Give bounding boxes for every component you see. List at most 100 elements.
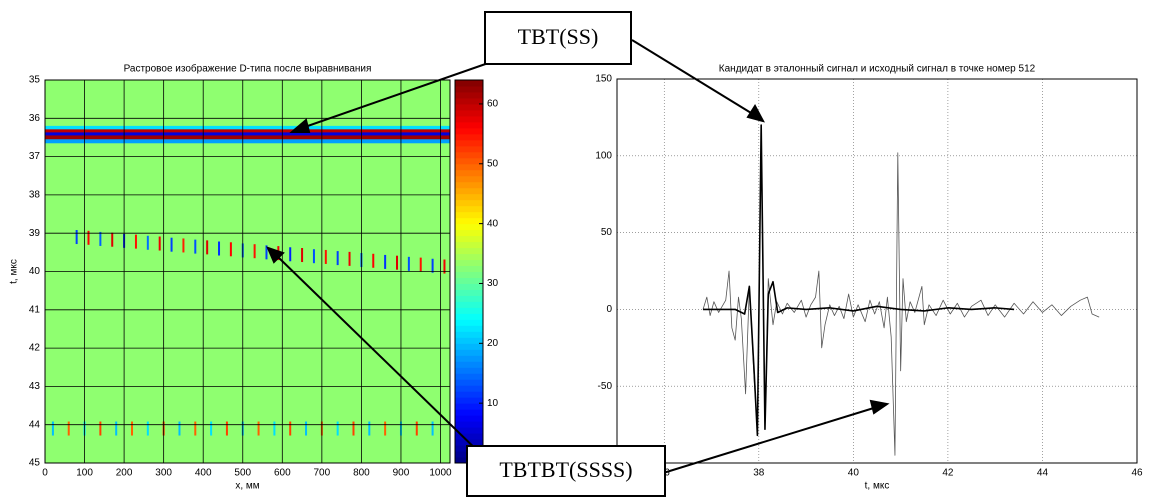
heatmap-spot: [134, 234, 137, 249]
colorbar-cell: [455, 193, 483, 201]
heatmap-spot: [99, 421, 102, 436]
y-axis-label: t, мкс: [9, 259, 20, 284]
colorbar-cell: [455, 247, 483, 255]
heatmap-stripe: [45, 139, 450, 144]
colorbar-cell: [455, 109, 483, 117]
heatmap-spot: [431, 421, 434, 436]
colorbar-cell: [455, 181, 483, 189]
annotation: TBTBT(SSSS): [499, 457, 632, 482]
heatmap-spot: [210, 421, 213, 436]
colorbar-cell: [455, 253, 483, 261]
colorbar-cell: [455, 259, 483, 267]
y-tick-label: 40: [29, 266, 41, 277]
annotation: TBT(SS): [518, 24, 599, 49]
colorbar-label: 20: [487, 338, 499, 349]
heatmap-spot: [178, 421, 181, 436]
heatmap-spot: [67, 421, 70, 436]
x-tick-label: 500: [234, 468, 251, 479]
y-tick-label: 150: [595, 74, 612, 85]
colorbar-cell: [455, 325, 483, 332]
heatmap-spot: [182, 238, 185, 253]
x-tick-label: 42: [942, 468, 954, 479]
colorbar-cell: [455, 157, 483, 165]
colorbar-cell: [455, 235, 483, 243]
x-tick-label: 800: [353, 468, 370, 479]
heatmap-stripe: [45, 129, 450, 134]
heatmap-spot: [415, 421, 418, 436]
y-tick-label: 37: [29, 151, 41, 162]
y-tick-label: 44: [29, 419, 41, 430]
colorbar-cell: [455, 319, 483, 326]
colorbar-cell: [455, 361, 483, 368]
heatmap-spot: [225, 421, 228, 436]
colorbar-cell: [455, 391, 483, 398]
y-tick-label: 45: [29, 458, 41, 469]
colorbar-cell: [455, 307, 483, 314]
colorbar-cell: [455, 127, 483, 135]
plot-frame: [616, 78, 1138, 464]
colorbar-cell: [455, 283, 483, 290]
colorbar-cell: [455, 409, 483, 416]
colorbar-cell: [455, 187, 483, 195]
y-tick-label: 41: [29, 304, 41, 315]
plot-area: [617, 79, 1137, 463]
colorbar-cell: [455, 295, 483, 302]
heatmap-spot: [218, 241, 221, 256]
heatmap-spot: [419, 257, 422, 272]
x-axis-label: x, мм: [235, 481, 259, 492]
heatmap-spot: [111, 232, 114, 247]
x-tick-label: 900: [393, 468, 410, 479]
heatmap-spot: [51, 421, 54, 436]
colorbar-cell: [455, 151, 483, 159]
colorbar-cell: [455, 397, 483, 404]
arrow-head: [289, 118, 311, 133]
colorbar-cell: [455, 163, 483, 171]
arrow: [659, 406, 878, 475]
colorbar-label: 50: [487, 158, 499, 169]
y-tick-label: 0: [606, 304, 612, 315]
colorbar-label: 40: [487, 218, 499, 229]
heatmap-spot: [194, 239, 197, 254]
arrow: [631, 39, 757, 117]
heatmap-spot: [115, 421, 118, 436]
arrow-head: [746, 104, 765, 123]
heatmap-spot: [336, 421, 339, 436]
heatmap-spot: [289, 247, 292, 262]
x-tick-label: 700: [314, 468, 331, 479]
colorbar-cell: [455, 415, 483, 422]
heatmap-spot: [384, 421, 387, 436]
colorbar-cell: [455, 301, 483, 308]
y-tick-label: 42: [29, 343, 41, 354]
heatmap-spot: [87, 230, 90, 245]
x-tick-label: 44: [1037, 468, 1049, 479]
colorbar-cell: [455, 331, 483, 338]
colorbar-cell: [455, 133, 483, 141]
heatmap-spot: [372, 253, 375, 268]
colorbar-cell: [455, 277, 483, 284]
colorbar-cell: [455, 229, 483, 237]
colorbar-label: 60: [487, 99, 499, 110]
colorbar-cell: [455, 121, 483, 129]
colorbar-cell: [455, 85, 483, 93]
heatmap-spot: [229, 242, 232, 257]
colorbar-cell: [455, 205, 483, 213]
arrow-head: [869, 399, 890, 415]
heatmap-spot: [158, 236, 161, 251]
colorbar-cell: [455, 265, 483, 272]
colorbar-cell: [455, 199, 483, 207]
colorbar-cell: [455, 271, 483, 278]
colorbar-cell: [455, 241, 483, 249]
x-tick-label: 1000: [429, 468, 452, 479]
colorbar-cell: [455, 97, 483, 105]
arrow: [301, 59, 498, 129]
y-tick-label: -50: [598, 381, 613, 392]
colorbar-cell: [455, 289, 483, 296]
heatmap-spot: [301, 248, 304, 263]
heatmap-spot: [206, 240, 209, 255]
heatmap-spot: [75, 230, 78, 245]
arrow-head: [266, 246, 285, 264]
colorbar-cell: [455, 115, 483, 123]
y-tick-label: 43: [29, 381, 41, 392]
y-tick-label: 36: [29, 113, 41, 124]
signal-line: [703, 124, 1015, 437]
